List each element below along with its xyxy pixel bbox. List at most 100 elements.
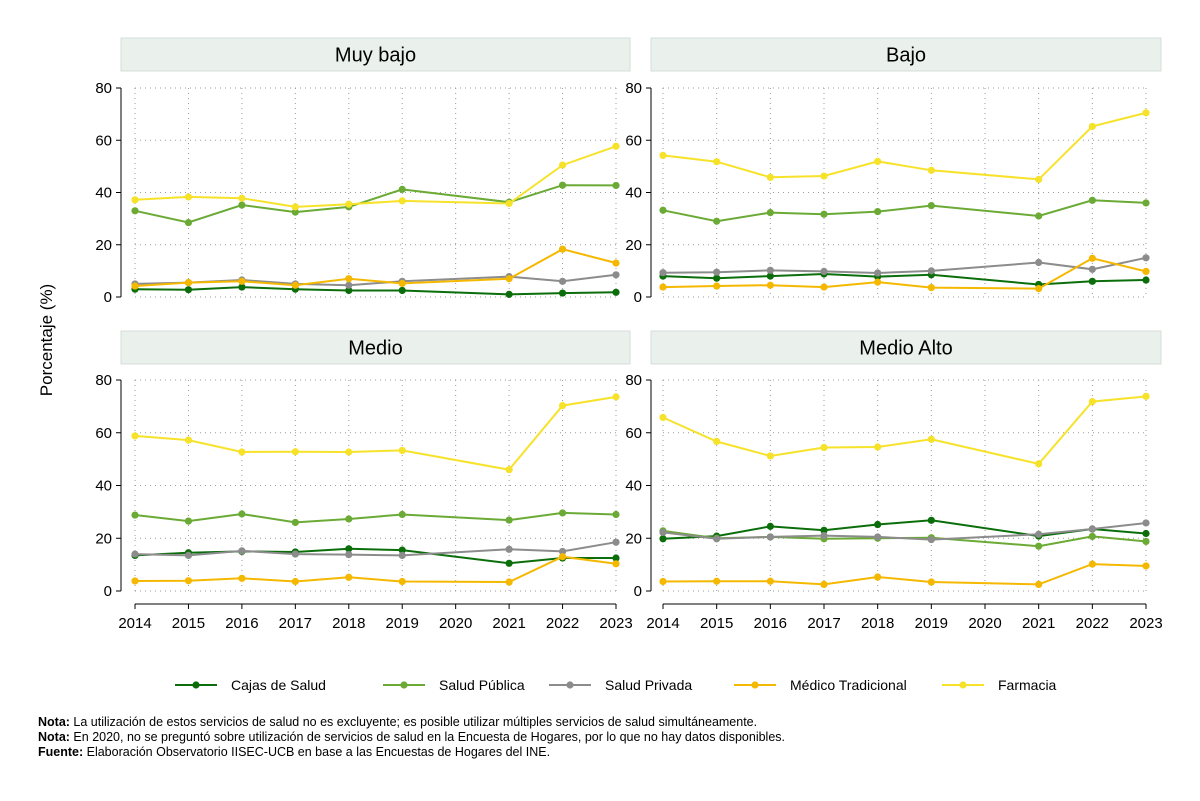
panel-1-line-cajas-de-salud: [134, 286, 617, 296]
panel-4-point-farmacia: [1142, 392, 1150, 400]
note-1-text: La utilización de estos servicios de sal…: [69, 715, 758, 729]
panel-4-point-medico-tradicional: [1088, 560, 1096, 568]
panel-3-point-salud-publica: [558, 509, 567, 517]
legend-marker-farmacia: [959, 681, 967, 689]
panel-2-point-salud-privada: [1142, 254, 1150, 262]
panel-3-point-medico-tradicional: [558, 553, 567, 561]
panel-4-point-farmacia: [874, 443, 882, 451]
panel-1-point-salud-publica: [291, 208, 299, 216]
panel-1-point-medico-tradicional: [612, 259, 620, 267]
panel-1-point-salud-publica: [131, 207, 139, 215]
panel-3-y-tick-label: 80: [95, 372, 112, 389]
panel-2-point-salud-privada: [1088, 265, 1096, 273]
panel-4-x-tick-label: 2022: [1076, 615, 1109, 632]
panel-4-point-salud-privada: [1035, 530, 1043, 538]
y-axis-label: Porcentaje (%): [37, 284, 56, 396]
panel-3-point-salud-privada: [505, 545, 513, 553]
panel-2-point-salud-privada: [766, 266, 774, 274]
panel-3-point-cajas-de-salud: [505, 559, 513, 567]
panel-1-title-banner: [120, 37, 631, 72]
panel-3-point-salud-privada: [238, 547, 246, 555]
panel-1-line-salud-privada: [134, 273, 617, 287]
panel-2-point-salud-publica: [820, 210, 828, 218]
panel-2-point-medico-tradicional: [713, 282, 721, 290]
panel-2-point-farmacia: [927, 166, 935, 174]
panel-4-y-tick-label: 80: [625, 372, 642, 389]
panel-2-point-farmacia: [1088, 122, 1096, 131]
panel-4-point-salud-publica: [1035, 542, 1043, 550]
panel-2-y-tick-label: 20: [625, 237, 642, 254]
panel-3-x-tick-label: 2021: [492, 615, 525, 632]
panel-2-point-salud-privada: [659, 269, 667, 277]
panel-2-point-salud-publica: [874, 207, 882, 216]
panel-2-point-salud-publica: [1035, 212, 1043, 220]
panel-3-point-medico-tradicional: [345, 573, 353, 581]
panel-3-point-salud-publica: [291, 518, 299, 527]
panel-3-x-tick-label: 2018: [332, 615, 365, 632]
panel-3-point-medico-tradicional: [184, 577, 193, 585]
panel-3-point-salud-publica: [131, 511, 139, 519]
panel-1-point-cajas-de-salud: [558, 289, 567, 297]
panel-1-point-farmacia: [238, 194, 246, 202]
panel-4-point-farmacia: [1035, 460, 1043, 468]
panel-1-y-tick-label: 80: [95, 80, 112, 97]
panel-1-point-cajas-de-salud: [505, 290, 513, 298]
panel-3-y-tick-label: 20: [95, 530, 112, 547]
panel-4-x-tick-label: 2023: [1129, 615, 1162, 632]
panel-4-point-farmacia: [1088, 398, 1096, 406]
panel-2-line-medico-tradicional: [662, 257, 1147, 290]
panel-1-point-medico-tradicional: [558, 245, 567, 253]
panel-2-point-medico-tradicional: [1088, 254, 1096, 262]
panel-2-point-medico-tradicional: [1035, 285, 1043, 293]
panel-4-x-tick-label: 2021: [1022, 615, 1055, 632]
panel-3-x-tick-label: 2022: [546, 615, 579, 632]
note-2-text: En 2020, no se preguntó sobre utilizació…: [69, 730, 785, 744]
panel-4-point-salud-privada: [927, 535, 935, 544]
panel-4-point-farmacia: [927, 435, 935, 443]
panel-2-y-tick-label: 60: [625, 132, 642, 149]
panel-4-point-cajas-de-salud: [820, 526, 828, 534]
panel-4-line-farmacia: [662, 395, 1147, 466]
panel-3-point-salud-privada: [184, 551, 193, 559]
panel-4-x-tick-label: 2015: [700, 615, 733, 632]
panel-4-point-medico-tradicional: [820, 580, 828, 589]
panel-2-point-salud-privada: [820, 267, 828, 275]
panel-2-point-medico-tradicional: [1142, 267, 1150, 275]
legend-marker-medico-tradicional: [751, 681, 759, 689]
panel-4-x-tick-label: 2019: [915, 615, 948, 632]
panel-2-y-tick-label: 0: [634, 289, 642, 306]
panel-2-point-salud-publica: [1142, 199, 1150, 207]
panel-1-point-medico-tradicional: [398, 279, 406, 288]
panel-3-y-tick-label: 60: [95, 425, 112, 442]
panel-4-point-salud-publica: [1088, 532, 1096, 541]
panel-2-line-salud-publica: [662, 199, 1147, 223]
legend-marker-salud-publica: [400, 681, 408, 689]
panel-1-point-salud-publica: [238, 201, 246, 209]
panel-4-point-cajas-de-salud: [927, 516, 935, 524]
panel-4-point-medico-tradicional: [874, 573, 882, 581]
panel-4-point-salud-privada: [713, 535, 721, 543]
source-note: Fuente: Elaboración Observatorio IISEC-U…: [38, 745, 785, 760]
panel-4-point-farmacia: [766, 452, 774, 460]
panel-1-point-farmacia: [184, 193, 193, 201]
panel-2-point-salud-publica: [1088, 196, 1096, 204]
panel-1-y-tick-label: 40: [95, 185, 112, 202]
panel-1-point-farmacia: [612, 142, 620, 150]
panel-2-point-farmacia: [874, 157, 882, 166]
panel-2-point-salud-privada: [874, 269, 882, 277]
panel-3-point-farmacia: [184, 436, 193, 444]
panel-4: Medio Alto 0 20 40 60 80 2014 2015 2016 2017 2018 2…: [625, 330, 1163, 632]
panel-2-point-salud-privada: [713, 268, 721, 276]
panel-4-point-salud-privada: [874, 533, 882, 541]
legend-marker-salud-privada: [566, 681, 574, 689]
panel-3-point-farmacia: [345, 448, 353, 456]
legend-marker-cajas-de-salud: [192, 681, 200, 689]
source-text: Elaboración Observatorio IISEC-UCB en ba…: [83, 745, 551, 759]
panel-3-point-salud-publica: [505, 516, 513, 524]
panel-2-point-salud-publica: [766, 209, 774, 217]
panel-2-point-medico-tradicional: [766, 281, 774, 289]
panel-1-point-farmacia: [131, 196, 139, 204]
panel-4-x-tick-label: 2014: [646, 615, 679, 632]
panel-3-x-tick-label: 2014: [118, 615, 151, 632]
panel-2-point-cajas-de-salud: [766, 272, 774, 280]
